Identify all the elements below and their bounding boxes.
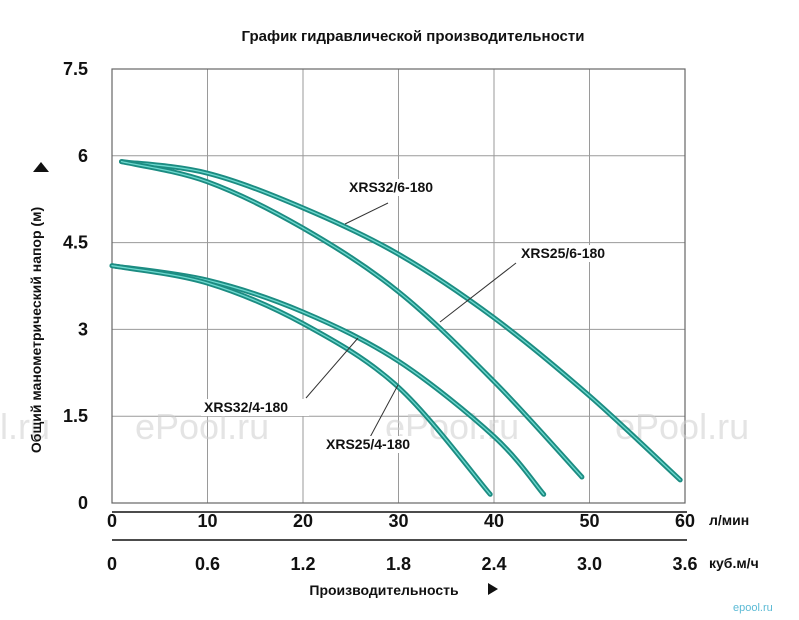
- x-axes: 0 10 20 30 40 50 60 0 0.6 1.2 1.8 2.4 3.0 3.6 л/мин куб…: [107, 511, 759, 574]
- y-tick-label: 0: [78, 493, 88, 513]
- x-tick-label-primary: 20: [293, 511, 313, 531]
- y-axis-label: Общий манометрический напор (м): [28, 207, 44, 453]
- x-tick-label-secondary: 0.6: [195, 554, 220, 574]
- x-tick-label-secondary: 2.4: [481, 554, 506, 574]
- watermark-left: l.ru: [0, 406, 50, 447]
- series-curves: [109, 159, 683, 497]
- x-unit-primary: л/мин: [709, 512, 749, 528]
- x-tick-label-secondary: 1.2: [290, 554, 315, 574]
- leader-line-2: [305, 337, 359, 399]
- x-tick-label-secondary: 3.0: [577, 554, 602, 574]
- series-line-2: [109, 263, 547, 497]
- plot-frame: [111, 68, 686, 504]
- series-label-0: XRS32/6-180: [349, 179, 433, 195]
- series-leader-lines: [305, 202, 517, 442]
- y-tick-label: 3: [78, 319, 88, 339]
- site-logo: epool.ru: [733, 602, 773, 614]
- series-label-3: XRS25/4-180: [326, 436, 410, 452]
- x-tick-label-secondary: 1.8: [386, 554, 411, 574]
- chart-title: График гидравлической производительности: [242, 28, 585, 45]
- y-tick-labels: 0 1.5 3 4.5 6 7.5: [63, 59, 88, 513]
- series-label-bg-2: [201, 399, 309, 416]
- y-tick-label: 4.5: [63, 233, 88, 253]
- x-tick-label-primary: 40: [484, 511, 504, 531]
- x-tick-label-primary: 0: [107, 511, 117, 531]
- series-label-1: XRS25/6-180: [521, 245, 605, 261]
- x-tick-label-secondary: 3.6: [672, 554, 697, 574]
- series-label-bg-0: [346, 179, 454, 196]
- series-label-bg-1: [518, 245, 626, 262]
- y-tick-label: 7.5: [63, 59, 88, 79]
- series-label-bg-3: [323, 436, 431, 453]
- x-tick-label-primary: 60: [675, 511, 695, 531]
- x-unit-secondary: куб.м/ч: [709, 555, 759, 571]
- leader-line-0: [344, 202, 389, 225]
- series-line-highlight-3: [111, 265, 491, 495]
- x-tick-label-primary: 30: [388, 511, 408, 531]
- series-line-highlight-2: [111, 265, 545, 495]
- series-label-2: XRS32/4-180: [204, 399, 288, 415]
- series-line-highlight-0: [120, 160, 681, 481]
- y-axis-arrow-icon: [33, 162, 49, 172]
- x-axis-arrow-icon: [488, 583, 498, 595]
- y-tick-label: 1.5: [63, 406, 88, 426]
- x-axis-label: Производительность: [309, 582, 459, 598]
- chart-grid: [111, 68, 686, 504]
- x-tick-label-primary: 10: [197, 511, 217, 531]
- leader-line-3: [367, 384, 399, 442]
- series-labels: XRS32/6-180 XRS25/6-180 XRS32/4-180 XRS25/4…: [201, 179, 626, 453]
- series-line-3: [109, 263, 493, 497]
- series-line-highlight-1: [120, 160, 583, 478]
- y-tick-label: 6: [78, 146, 88, 166]
- x-tick-label-secondary: 0: [107, 554, 117, 574]
- leader-line-1: [439, 262, 517, 323]
- x-tick-label-primary: 50: [579, 511, 599, 531]
